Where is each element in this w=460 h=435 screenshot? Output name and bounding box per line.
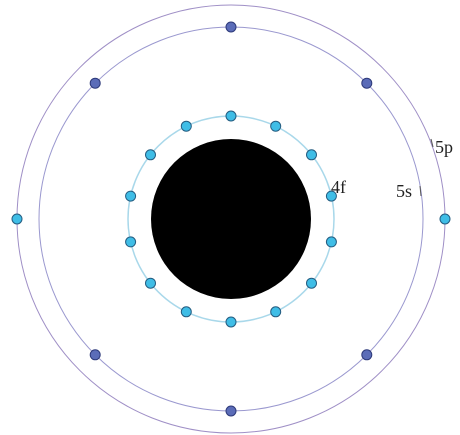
shell-label-5p: 5p (435, 137, 453, 157)
electron-4f (306, 149, 317, 161)
electron-4f (325, 190, 337, 202)
shell-label-5s: 5s (396, 181, 412, 201)
electron-5p (225, 405, 237, 417)
electron-4f (270, 120, 282, 132)
electron-5p (225, 21, 237, 33)
electron-5p (361, 349, 373, 361)
electron-4f (145, 277, 156, 289)
electron-4f (125, 236, 137, 248)
electron-4f (325, 236, 337, 248)
electrons-layer (11, 21, 451, 417)
electron-5p (89, 77, 101, 89)
electron-4f (270, 306, 282, 318)
label-tick-5p (430, 138, 434, 148)
electron-4f (180, 306, 192, 318)
electron-4f (145, 149, 156, 161)
shell-label-4f: 4f (331, 177, 346, 197)
electron-5s (11, 213, 23, 225)
electron-4f (225, 110, 237, 122)
electron-4f (125, 190, 137, 202)
label-tick-5s (419, 185, 422, 197)
electron-4f (306, 277, 317, 289)
electron-4f (225, 316, 237, 328)
electron-5p (89, 349, 101, 361)
electron-5p (361, 77, 373, 89)
nucleus (151, 139, 311, 299)
electron-4f (180, 120, 192, 132)
electron-5s (439, 213, 451, 225)
